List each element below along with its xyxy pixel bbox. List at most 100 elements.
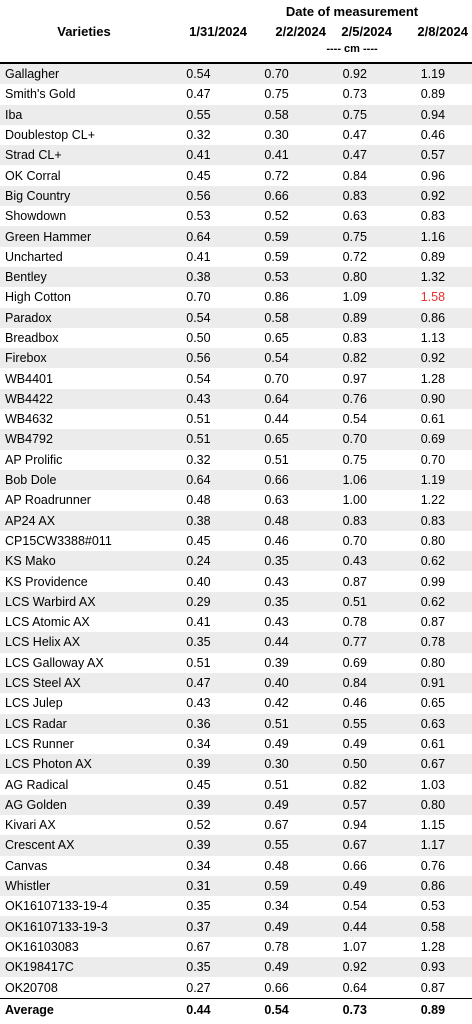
measurement-cell: 0.96	[420, 168, 446, 183]
measurement-cell: 1.07	[342, 939, 367, 954]
variety-name: LCS Photon AX	[5, 757, 92, 772]
measurement-cell: 0.67	[342, 838, 367, 853]
table-row: LCS Photon AX 0.39 0.30 0.50 0.67	[0, 754, 472, 775]
measurement-cell: 0.51	[264, 452, 289, 467]
table-row: Doublestop CL+ 0.32 0.30 0.47 0.46	[0, 125, 472, 145]
varieties-header: Varieties	[57, 24, 111, 39]
measurement-cell: 0.35	[186, 899, 211, 914]
variety-name: LCS Warbird AX	[5, 594, 96, 609]
variety-name: Kivari AX	[5, 818, 56, 833]
table-row: Firebox 0.56 0.54 0.82 0.92	[0, 348, 472, 369]
table-row: Canvas 0.34 0.48 0.66 0.76	[0, 856, 472, 876]
measurement-cell: 0.51	[264, 716, 289, 731]
table-row: AP24 AX 0.38 0.48 0.83 0.83	[0, 510, 472, 531]
table-row: LCS Steel AX 0.47 0.40 0.84 0.91	[0, 672, 472, 694]
variety-name: AG Radical	[5, 777, 69, 792]
variety-name: Doublestop CL+	[5, 128, 95, 143]
measurement-cell: 0.45	[186, 533, 211, 548]
measurement-cell: 0.55	[186, 107, 211, 122]
measurement-cell: 0.39	[186, 838, 211, 853]
measurement-cell: 0.38	[186, 513, 211, 528]
measurement-cell: 0.63	[420, 716, 446, 731]
measurement-cell: 0.64	[186, 229, 211, 244]
measurement-cell: 0.62	[420, 554, 446, 569]
measurement-cell: 0.27	[186, 980, 211, 995]
measurement-cell: 0.83	[342, 331, 367, 345]
measurement-cell: 0.80	[420, 797, 446, 812]
variety-name: OK20708	[5, 980, 58, 995]
measurement-cell: 0.51	[342, 594, 367, 609]
measurement-cell: 1.32	[420, 270, 446, 285]
measurement-cell: 0.58	[264, 107, 289, 122]
measurement-cell: 0.80	[420, 655, 446, 670]
measurement-cell: 0.87	[342, 574, 367, 589]
table-row: AP Roadrunner 0.48 0.63 1.00 1.22	[0, 490, 472, 510]
variety-name: LCS Atomic AX	[5, 615, 90, 630]
variety-name: Showdown	[5, 209, 67, 224]
measurement-cell: 0.59	[264, 879, 289, 894]
measurement-cell: 0.64	[342, 980, 367, 995]
measurement-cell: 0.38	[186, 270, 211, 285]
measurement-cell: 0.49	[264, 797, 289, 812]
measurement-cell: 0.92	[420, 351, 446, 366]
measurement-cell: 1.13	[420, 331, 446, 345]
measurement-cell: 0.66	[342, 858, 367, 873]
measurement-cell: 0.54	[342, 899, 367, 914]
table-row: LCS Atomic AX 0.41 0.43 0.78 0.87	[0, 612, 472, 632]
variety-name: KS Providence	[5, 574, 88, 589]
measurement-cell: 0.50	[186, 331, 211, 345]
measurement-cell: 1.58	[420, 290, 446, 305]
average-value-3: 0.73	[342, 1002, 367, 1017]
table-row: AG Radical 0.45 0.51 0.82 1.03	[0, 774, 472, 794]
measurement-cell: 0.54	[186, 310, 211, 325]
measurement-cell: 0.49	[264, 736, 289, 751]
measurement-cell: 0.73	[342, 87, 367, 102]
variety-name: OK16107133-19-3	[5, 919, 108, 934]
measurement-cell: 0.75	[342, 452, 367, 467]
table-row: Green Hammer 0.64 0.59 0.75 1.16	[0, 226, 472, 247]
date-header-1: 1/31/2024	[189, 24, 247, 39]
measurement-cell: 0.55	[342, 716, 367, 731]
measurement-cell: 0.41	[264, 148, 289, 163]
measurement-cell: 0.49	[264, 960, 289, 975]
measurement-cell: 0.67	[186, 939, 211, 954]
variety-name: AP Roadrunner	[5, 493, 91, 508]
measurement-cell: 0.70	[342, 432, 367, 447]
variety-name: WB4632	[5, 412, 53, 427]
measurement-cell: 0.50	[342, 757, 367, 772]
measurement-cell: 0.99	[420, 574, 446, 589]
table-row: OK20708 0.27 0.66 0.64 0.87	[0, 977, 472, 997]
variety-name: Green Hammer	[5, 229, 92, 244]
average-value-4: 0.89	[420, 1002, 446, 1017]
measurement-cell: 0.70	[420, 452, 446, 467]
variety-name: LCS Runner	[5, 736, 74, 751]
measurement-cell: 0.75	[342, 107, 367, 122]
table-row: AG Golden 0.39 0.49 0.57 0.80	[0, 794, 472, 815]
measurement-cell: 0.92	[420, 188, 446, 203]
measurement-cell: 0.63	[342, 209, 367, 224]
measurement-cell: 0.70	[264, 371, 289, 386]
measurement-cell: 0.54	[264, 351, 289, 366]
measurement-cell: 0.56	[186, 351, 211, 366]
measurement-cell: 0.52	[186, 818, 211, 833]
measurement-cell: 0.44	[264, 635, 289, 650]
measurement-cell: 0.48	[264, 513, 289, 528]
measurement-cell: 0.75	[342, 229, 367, 244]
variety-name: LCS Julep	[5, 696, 63, 711]
table-row: Showdown 0.53 0.52 0.63 0.83	[0, 206, 472, 226]
measurement-cell: 0.83	[420, 209, 446, 224]
measurement-cell: 0.86	[420, 310, 446, 325]
measurement-cell: 0.78	[420, 635, 446, 650]
average-row: Average 0.44 0.54 0.73 0.89	[0, 999, 472, 1021]
measurement-cell: 0.72	[342, 249, 367, 264]
measurement-cell: 0.34	[186, 858, 211, 873]
measurement-cell: 0.61	[420, 412, 446, 427]
measurement-cell: 0.37	[186, 919, 211, 934]
measurement-cell: 0.67	[420, 757, 446, 772]
measurement-cell: 0.52	[264, 209, 289, 224]
measurement-cell: 0.43	[186, 696, 211, 711]
measurement-cell: 0.51	[264, 777, 289, 792]
measurement-cell: 0.30	[264, 757, 289, 772]
variety-name: Bentley	[5, 270, 47, 285]
measurement-cell: 0.53	[264, 270, 289, 285]
